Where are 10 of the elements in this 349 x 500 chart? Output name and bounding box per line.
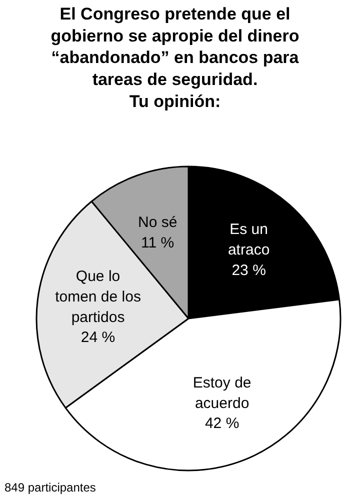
slice-label: Que lo tomen de los partidos <box>55 268 141 326</box>
data-label: 24 % <box>80 329 116 346</box>
data-label: 11 % <box>141 234 174 252</box>
slice-label: Es un atraco <box>228 221 270 259</box>
slice-label: No sé <box>138 214 178 231</box>
data-label: 23 % <box>232 262 266 279</box>
data-label: 42 % <box>204 415 240 432</box>
chart-title: El Congreso pretende que el gobierno se apropie del dinero “abandonado” en bancos para tareas de seguridad. Tu opinión: <box>50 4 300 111</box>
slice-label: Estoy de acuerdo <box>192 374 252 412</box>
text: 849 participantes <box>4 480 96 494</box>
